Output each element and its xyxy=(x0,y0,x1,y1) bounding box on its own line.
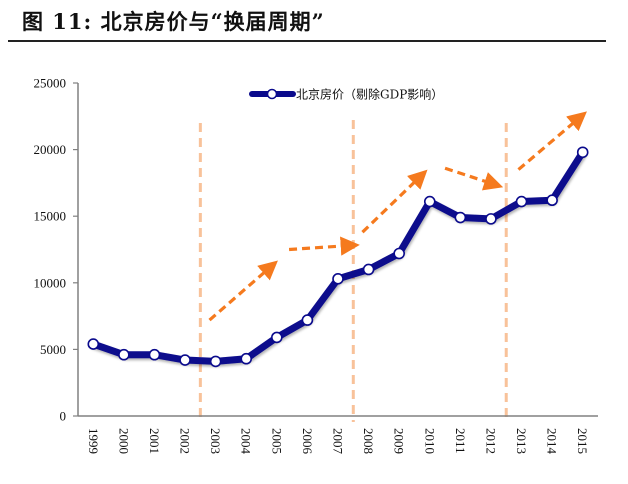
data-point-2010 xyxy=(423,195,436,208)
data-point-2011 xyxy=(454,211,467,224)
trend-arrows xyxy=(208,111,587,322)
axes: 0 5000 10000 15000 20000 25000 1999 2000 2001 200… xyxy=(34,76,598,455)
figure-title: 图 11: 北京房价与“换届周期” xyxy=(22,9,325,34)
trend-arrow-up xyxy=(208,260,278,322)
data-point-2000 xyxy=(118,348,130,361)
y-tick-label: 25000 xyxy=(34,76,67,91)
data-point-2014 xyxy=(546,194,558,207)
data-point-2012 xyxy=(485,213,497,225)
data-point-2015 xyxy=(576,146,589,159)
trend-arrow-up xyxy=(517,111,587,171)
data-point-2001 xyxy=(148,348,161,361)
data-point-2004 xyxy=(240,352,253,365)
data-point-1999 xyxy=(87,338,100,350)
x-tick-label: 2014 xyxy=(545,428,560,455)
x-tick-label: 2008 xyxy=(361,428,376,454)
x-tick-label: 2015 xyxy=(575,428,590,454)
data-point-2009 xyxy=(393,247,405,260)
x-tick-label: 2010 xyxy=(422,428,437,454)
x-tick-label: 2007 xyxy=(331,428,346,455)
x-tick-label: 2012 xyxy=(483,428,498,454)
data-point-2013 xyxy=(515,195,528,208)
y-tick-label: 15000 xyxy=(34,209,67,224)
x-tick-label: 2004 xyxy=(239,428,254,455)
legend-marker-swatch xyxy=(266,88,278,100)
legend-label: 北京房价（剔除GDP影响） xyxy=(296,87,443,102)
x-tick-label: 2009 xyxy=(392,428,407,454)
x-tick-label: 2011 xyxy=(453,428,468,454)
trend-arrow-up xyxy=(361,169,428,234)
y-tick-label: 20000 xyxy=(34,142,67,157)
trend-arrow-down xyxy=(444,166,504,191)
y-tick-label: 10000 xyxy=(34,275,67,290)
title-divider xyxy=(8,40,606,42)
legend: 北京房价（剔除GDP影响） xyxy=(249,87,443,102)
x-tick-label: 1999 xyxy=(86,428,101,454)
x-tick-label: 2003 xyxy=(208,428,223,454)
data-point-2005 xyxy=(271,331,283,344)
data-point-2008 xyxy=(362,263,375,276)
data-point-2003 xyxy=(209,355,222,368)
x-tick-label: 2013 xyxy=(514,428,529,454)
x-tick-label: 2002 xyxy=(178,428,193,454)
y-tick-label: 5000 xyxy=(40,342,66,357)
series-line xyxy=(89,148,587,365)
data-point-2002 xyxy=(179,354,191,366)
trend-arrow-flat xyxy=(288,236,360,256)
series-group xyxy=(87,146,589,368)
x-tick-label: 2006 xyxy=(300,428,315,455)
data-point-2007 xyxy=(332,273,344,285)
y-tick-label: 0 xyxy=(60,409,67,424)
x-tick-label: 2000 xyxy=(116,428,131,454)
x-tick-label: 2005 xyxy=(269,428,284,454)
x-tick-label: 2001 xyxy=(147,428,162,454)
data-point-2006 xyxy=(301,314,314,326)
